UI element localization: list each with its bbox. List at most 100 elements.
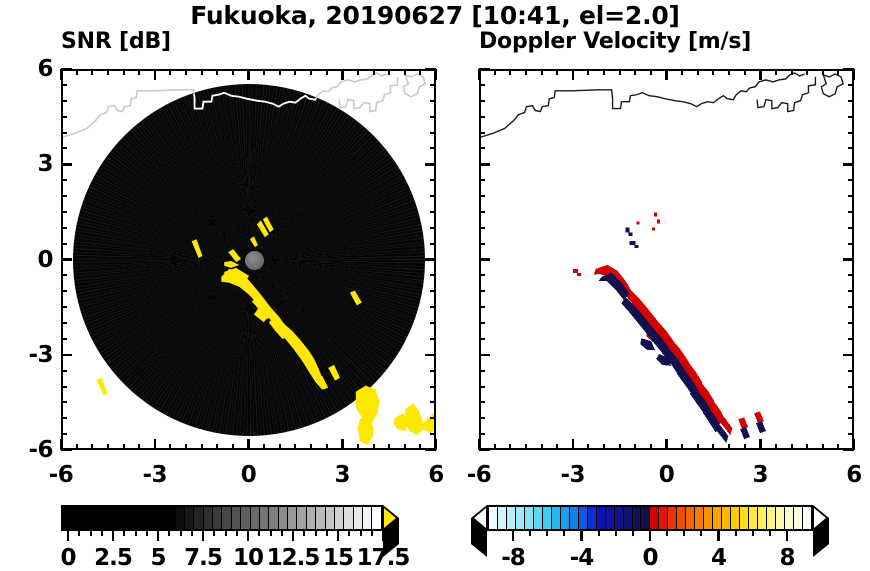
doppler-y-major-tick [479, 258, 490, 261]
coastline-overlay-doppler [481, 71, 852, 448]
doppler-x-major-tick [571, 69, 574, 80]
snr-y-minor-tick [430, 210, 436, 213]
snr-colorbar-tick-label: 17.5 [356, 545, 411, 571]
snr-colorbar-major-tick [156, 529, 160, 541]
doppler-x-major-tick [571, 439, 574, 450]
snr-x-minor-tick [372, 444, 375, 450]
snr-y-tick-label: -6 [28, 437, 53, 463]
doppler-colorbar-cell [542, 507, 552, 529]
doppler-x-major-tick [759, 69, 762, 80]
snr-colorbar-cell [250, 507, 260, 529]
snr-echo-data [63, 71, 434, 448]
snr-colorbar-minor-tick [314, 529, 317, 536]
coastline-overlay-snr-bright [63, 71, 434, 448]
snr-colorbar-cell [325, 507, 335, 529]
snr-y-minor-tick [430, 131, 436, 134]
snr-x-major-tick [59, 439, 63, 450]
snr-y-minor-tick [61, 401, 67, 404]
snr-colorbar-cell [372, 507, 381, 529]
snr-x-minor-tick [216, 69, 219, 75]
snr-colorbar-cell [203, 507, 213, 529]
doppler-y-minor-tick [479, 115, 485, 118]
snr-colorbar-cell [297, 507, 307, 529]
snr-colorbar-minor-tick [179, 529, 182, 536]
doppler-colorbar-cell [650, 507, 660, 529]
doppler-velocity-data [481, 71, 852, 448]
snr-colorbar-major-tick [201, 529, 205, 541]
snr-colorbar-minor-tick [370, 529, 373, 536]
snr-y-minor-tick [61, 195, 67, 197]
snr-colorbar-minor-tick [190, 529, 193, 536]
snr-colorbar-cell [213, 507, 223, 529]
doppler-colorbar[interactable]: -8 -4 0 4 8 [471, 505, 837, 571]
snr-colorbar-minor-tick [168, 529, 171, 536]
snr-colorbar-cell [353, 507, 363, 529]
doppler-y-major-tick [843, 353, 854, 356]
snr-y-minor-tick [61, 99, 67, 102]
doppler-y-minor-tick [848, 147, 854, 150]
snr-y-minor-tick [430, 195, 436, 197]
snr-colorbar-minor-tick [303, 529, 306, 536]
snr-colorbar-minor-tick [348, 529, 351, 536]
snr-x-major-tick [247, 69, 250, 80]
doppler-y-minor-tick [848, 322, 854, 324]
snr-x-minor-tick [310, 69, 312, 75]
snr-x-minor-tick [106, 444, 109, 450]
snr-colorbar-minor-tick [78, 529, 81, 536]
doppler-x-minor-tick [634, 69, 637, 75]
snr-y-minor-tick [430, 99, 436, 102]
snr-y-minor-tick [61, 433, 67, 436]
doppler-y-major-tick [843, 258, 854, 261]
snr-y-major-tick [61, 67, 72, 71]
snr-colorbar-minor-tick [134, 529, 137, 536]
snr-colorbar[interactable]: 0 2.5 5 7.5 10 12.5 15 17.5 [60, 505, 410, 571]
snr-x-minor-tick [356, 69, 359, 75]
snr-y-minor-tick [61, 226, 67, 229]
doppler-x-minor-tick [493, 444, 496, 450]
doppler-colorbar-cell [569, 507, 579, 529]
doppler-y-minor-tick [479, 242, 485, 245]
snr-colorbar-minor-tick [100, 529, 103, 536]
snr-y-tick-label: 0 [37, 246, 53, 273]
doppler-x-minor-tick [509, 69, 512, 75]
doppler-colorbar-extend-max [814, 508, 826, 528]
doppler-x-minor-tick [790, 69, 793, 75]
snr-x-minor-tick [263, 69, 266, 75]
doppler-colorbar-minor-tick [529, 529, 532, 536]
snr-y-minor-tick [61, 417, 67, 420]
snr-x-minor-tick [200, 444, 203, 450]
snr-colorbar-tick-label: 0 [60, 545, 76, 571]
doppler-x-minor-tick [774, 69, 777, 75]
doppler-colorbar-cell [596, 507, 606, 529]
snr-y-minor-tick [430, 433, 436, 436]
snr-x-minor-tick [75, 69, 78, 75]
doppler-colorbar-major-tick [648, 529, 652, 541]
snr-colorbar-cell [269, 507, 279, 529]
doppler-x-minor-tick [696, 444, 699, 450]
snr-colorbar-major-tick [336, 529, 340, 541]
doppler-x-minor-tick [509, 444, 512, 450]
snr-x-minor-tick [91, 444, 94, 450]
doppler-y-minor-tick [848, 131, 854, 134]
snr-y-minor-tick [61, 83, 67, 86]
doppler-colorbar-cell [668, 507, 678, 529]
snr-colorbar-major-tick [66, 529, 70, 541]
snr-plot-panel[interactable] [61, 69, 436, 450]
snr-y-major-tick [425, 67, 436, 71]
doppler-x-minor-tick [524, 69, 527, 75]
doppler-plot-panel[interactable] [479, 69, 854, 450]
doppler-y-minor-tick [848, 195, 854, 197]
snr-colorbar-major-tick [246, 529, 250, 541]
snr-y-minor-tick [430, 242, 436, 245]
doppler-y-minor-tick [479, 401, 485, 404]
doppler-colorbar-cell [677, 507, 687, 529]
snr-y-tick-label: 6 [37, 56, 53, 82]
doppler-colorbar-tick-label: 0 [642, 545, 658, 571]
doppler-y-minor-tick [479, 147, 485, 150]
snr-y-minor-tick [430, 369, 436, 372]
doppler-colorbar-cell [506, 507, 516, 529]
snr-x-minor-tick [75, 444, 78, 450]
snr-x-minor-tick [231, 69, 234, 75]
doppler-y-minor-tick [479, 369, 485, 372]
snr-colorbar-cell [194, 507, 204, 529]
